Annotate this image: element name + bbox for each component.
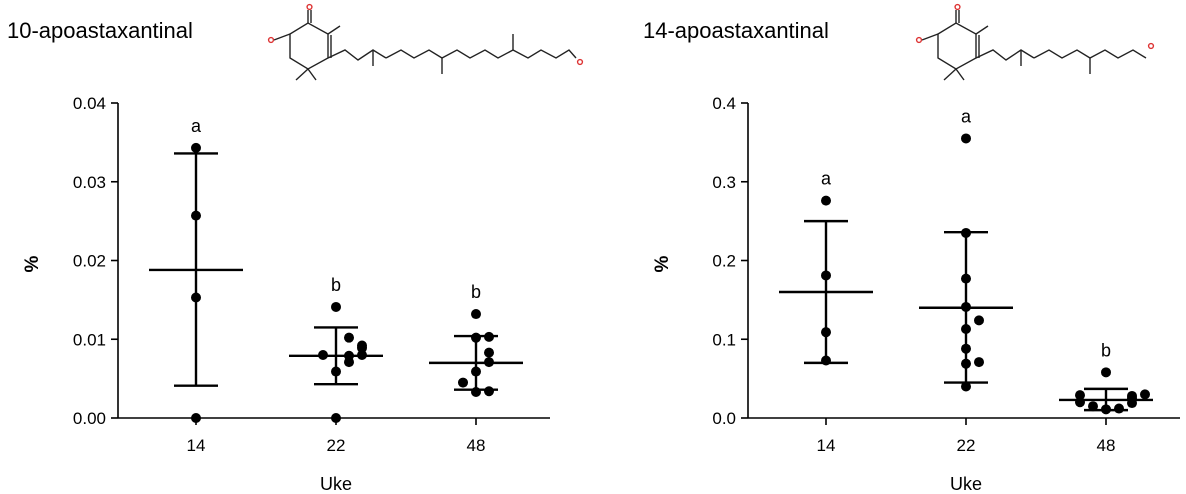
data-point bbox=[357, 340, 367, 351]
y-tick-label: 0.03 bbox=[73, 173, 106, 192]
data-point bbox=[961, 343, 971, 354]
data-point bbox=[1075, 397, 1085, 408]
data-point bbox=[471, 309, 481, 320]
data-point bbox=[821, 195, 831, 206]
data-point bbox=[1101, 404, 1111, 415]
data-point bbox=[191, 210, 201, 221]
data-point bbox=[191, 142, 201, 153]
data-marks: a a b bbox=[779, 106, 1153, 415]
group-22: b bbox=[289, 275, 383, 423]
data-point bbox=[961, 133, 971, 144]
data-point bbox=[961, 273, 971, 284]
molecule-structure-drawing bbox=[915, 3, 1155, 81]
data-point bbox=[974, 357, 984, 368]
data-point bbox=[458, 377, 468, 388]
y-tick-label: 0.00 bbox=[73, 409, 106, 428]
data-point bbox=[1075, 390, 1085, 401]
significance-letter: b bbox=[1101, 340, 1111, 360]
chart-title: 14-apoastaxantinal bbox=[643, 18, 829, 43]
significance-letter: b bbox=[331, 275, 341, 295]
data-point bbox=[357, 350, 367, 360]
y-tick-label: 0.4 bbox=[712, 94, 736, 113]
data-point bbox=[961, 358, 971, 369]
x-tick-label: 48 bbox=[1097, 436, 1116, 455]
data-point bbox=[821, 327, 831, 338]
molecule-structure-drawing bbox=[267, 3, 584, 81]
chart-title: 10-apoastaxantinal bbox=[7, 18, 193, 43]
data-point bbox=[344, 332, 354, 343]
data-point bbox=[191, 413, 201, 423]
x-tick-label: 14 bbox=[817, 436, 836, 455]
axes: 0.00 0.01 0.02 0.03 0.04 14 22 48 bbox=[73, 94, 550, 455]
axes: 0.0 0.1 0.2 0.3 0.4 14 22 48 bbox=[712, 94, 1180, 455]
group-48: b bbox=[1059, 340, 1153, 415]
data-point bbox=[1101, 367, 1111, 378]
data-point bbox=[821, 270, 831, 281]
group-48: b bbox=[429, 282, 523, 398]
group-14: a bbox=[779, 169, 873, 366]
y-tick-label: 0.02 bbox=[73, 252, 106, 271]
data-marks: a b b bbox=[149, 116, 523, 423]
x-axis-label: Uke bbox=[320, 474, 352, 494]
data-point bbox=[331, 366, 341, 377]
y-tick-label: 0.04 bbox=[73, 94, 106, 113]
data-point bbox=[344, 350, 354, 361]
group-14: a bbox=[149, 116, 243, 423]
significance-letter: a bbox=[961, 106, 972, 126]
significance-letter: b bbox=[471, 282, 481, 302]
x-tick-label: 48 bbox=[467, 436, 486, 455]
data-point bbox=[331, 301, 341, 312]
y-tick-label: 0.01 bbox=[73, 330, 106, 349]
data-point bbox=[331, 413, 341, 423]
x-tick-label: 22 bbox=[327, 436, 346, 455]
y-tick-label: 0.1 bbox=[712, 330, 736, 349]
chart-10-apoastaxantinal: 10-apoastaxantinal % Uke bbox=[7, 3, 584, 494]
y-axis-label: % bbox=[652, 255, 673, 272]
data-point bbox=[961, 227, 971, 238]
data-point bbox=[1127, 390, 1137, 401]
data-point bbox=[1114, 403, 1124, 414]
y-tick-label: 0.0 bbox=[712, 409, 736, 428]
data-point bbox=[484, 347, 494, 358]
y-tick-label: 0.3 bbox=[712, 173, 736, 192]
data-point bbox=[484, 357, 494, 368]
x-tick-label: 14 bbox=[187, 436, 206, 455]
data-point bbox=[191, 292, 201, 303]
significance-letter: a bbox=[191, 116, 202, 136]
x-axis-label: Uke bbox=[950, 474, 982, 494]
data-point bbox=[471, 332, 481, 343]
data-point bbox=[484, 331, 494, 342]
y-axis-label: % bbox=[22, 255, 43, 272]
x-tick-label: 22 bbox=[957, 436, 976, 455]
data-point bbox=[484, 386, 494, 397]
data-point bbox=[974, 315, 984, 326]
significance-letter: a bbox=[821, 169, 832, 189]
data-point bbox=[961, 381, 971, 392]
y-tick-label: 0.2 bbox=[712, 252, 736, 271]
chart-14-apoastaxantinal: 14-apoastaxantinal % Uke bbox=[643, 3, 1180, 494]
data-point bbox=[471, 387, 481, 398]
data-point bbox=[318, 350, 328, 360]
group-22: a bbox=[919, 106, 1013, 392]
data-point bbox=[1088, 401, 1098, 412]
data-point bbox=[961, 301, 971, 312]
data-point bbox=[1140, 389, 1150, 400]
data-point bbox=[821, 355, 831, 366]
data-point bbox=[961, 324, 971, 335]
data-point bbox=[471, 366, 481, 377]
